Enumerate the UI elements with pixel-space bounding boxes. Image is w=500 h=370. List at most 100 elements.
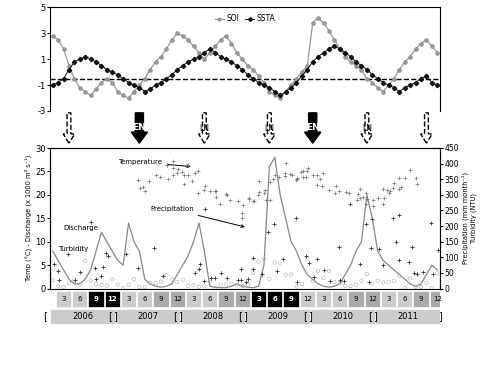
Point — [405, 259, 413, 265]
Point — [158, 273, 166, 279]
Point — [422, 280, 430, 286]
Point — [330, 279, 338, 285]
Point — [141, 284, 149, 290]
Point — [152, 280, 160, 286]
Point — [310, 172, 318, 178]
Bar — [115, 309, 180, 324]
SSTA — [104, 67, 110, 72]
Text: 2008: 2008 — [202, 312, 223, 321]
Point — [282, 160, 290, 166]
Point — [250, 198, 258, 204]
Point — [379, 262, 387, 268]
Point — [194, 168, 202, 174]
Point — [216, 282, 224, 287]
Point — [200, 278, 207, 284]
Point — [255, 189, 263, 195]
Point — [254, 192, 262, 198]
Point — [395, 257, 403, 263]
Legend: SOI, SSTA: SOI, SSTA — [212, 11, 278, 26]
Point — [379, 279, 387, 285]
SOI — [434, 50, 440, 55]
Point — [206, 188, 214, 194]
Point — [70, 277, 78, 283]
Point — [174, 166, 182, 172]
Text: [: [ — [108, 311, 112, 321]
Point — [206, 279, 214, 285]
Point — [396, 273, 404, 279]
Point — [81, 258, 89, 264]
Point — [238, 210, 246, 216]
Bar — [202, 291, 218, 307]
Point — [428, 271, 436, 277]
Text: ]: ] — [308, 311, 312, 321]
Point — [335, 188, 343, 194]
SOI — [185, 38, 191, 42]
Point — [244, 276, 252, 282]
Point — [163, 162, 171, 168]
Point — [271, 259, 279, 265]
Point — [102, 250, 110, 256]
Point — [320, 267, 328, 273]
Point — [190, 282, 198, 288]
Point — [200, 187, 208, 193]
Point — [222, 282, 230, 287]
Point — [272, 172, 280, 178]
Point — [178, 277, 186, 283]
Text: 6: 6 — [402, 296, 407, 302]
Point — [234, 277, 241, 283]
SSTA — [50, 83, 56, 87]
Point — [412, 284, 420, 290]
Point — [124, 282, 132, 288]
Point — [400, 175, 408, 181]
Point — [354, 191, 362, 197]
Text: 3: 3 — [386, 296, 391, 302]
Point — [201, 206, 209, 212]
Bar — [364, 291, 380, 307]
Point — [266, 276, 274, 282]
Point — [326, 278, 334, 284]
Point — [191, 169, 199, 175]
Line: SSTA: SSTA — [51, 45, 439, 97]
Point — [169, 172, 177, 178]
Point — [363, 196, 371, 202]
Point — [119, 285, 127, 291]
Line: SOI: SOI — [51, 16, 439, 100]
Text: 12: 12 — [303, 296, 312, 302]
Point — [392, 239, 400, 245]
Point — [302, 253, 310, 259]
SSTA — [266, 85, 272, 90]
Point — [280, 256, 287, 262]
Point — [134, 265, 142, 271]
Point — [156, 174, 164, 180]
Text: ]: ] — [178, 311, 182, 321]
Point — [76, 269, 84, 275]
Point — [368, 197, 376, 203]
Point — [223, 276, 231, 282]
Y-axis label: Temp (°C) - Discharge (x 1000 m³ s⁻¹): Temp (°C) - Discharge (x 1000 m³ s⁻¹) — [25, 155, 32, 282]
Point — [300, 168, 308, 174]
Bar — [186, 291, 201, 307]
Bar — [316, 291, 331, 307]
Point — [362, 201, 370, 207]
Point — [292, 175, 300, 181]
Bar — [267, 291, 282, 307]
Point — [330, 190, 338, 196]
Point — [108, 276, 116, 282]
Point — [356, 186, 364, 192]
Text: Turbidity: Turbidity — [58, 246, 88, 252]
Bar — [375, 309, 440, 324]
Text: 12: 12 — [368, 296, 376, 302]
Bar — [310, 309, 375, 324]
Point — [340, 278, 348, 284]
FancyArrow shape — [361, 113, 372, 143]
Text: ]: ] — [113, 311, 117, 321]
Point — [140, 184, 147, 189]
Text: 6: 6 — [142, 296, 147, 302]
FancyArrow shape — [198, 113, 210, 143]
Point — [369, 204, 377, 209]
Text: 3: 3 — [126, 296, 131, 302]
Point — [249, 198, 257, 204]
Point — [367, 245, 375, 251]
Text: 12: 12 — [173, 296, 182, 302]
Point — [368, 280, 376, 286]
